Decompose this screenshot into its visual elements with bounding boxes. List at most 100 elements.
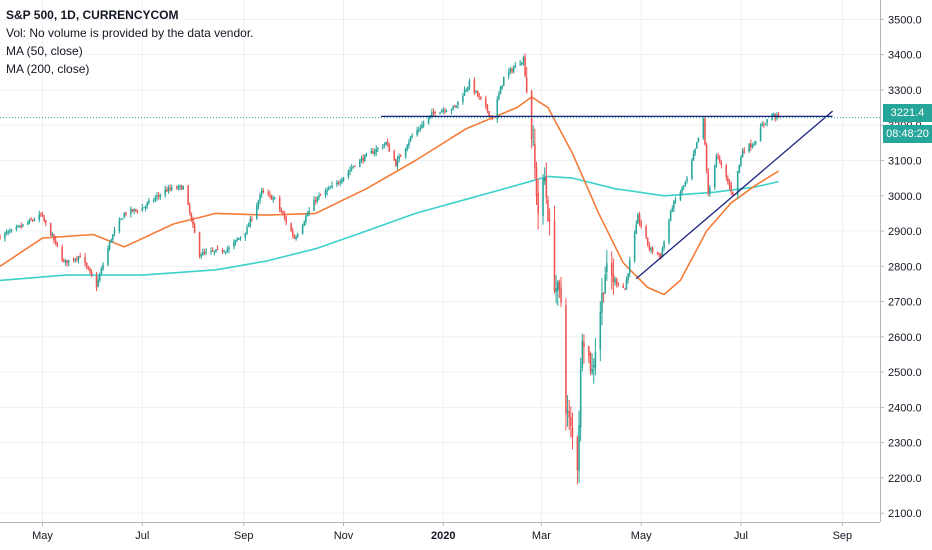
candle-body — [393, 151, 395, 161]
candle-body — [718, 157, 721, 162]
candle-body — [203, 252, 206, 254]
candle-body — [409, 136, 412, 142]
bar-countdown-tag: 08:48:20 — [883, 125, 932, 143]
candle-body — [144, 206, 147, 208]
candle-body — [5, 232, 8, 234]
candle-body — [486, 105, 489, 112]
time-axis-labels[interactable]: May Jul Sep Nov 2020 Mar May Jul Sep — [32, 522, 852, 542]
candle-body — [565, 305, 567, 415]
candle-body — [40, 214, 42, 216]
candle-body — [64, 260, 67, 262]
candle-body — [136, 210, 139, 212]
ma-50-path — [0, 96, 780, 296]
candle-body — [591, 369, 593, 373]
candle-body — [398, 156, 400, 160]
candle-body — [656, 252, 659, 254]
candle-body — [239, 237, 242, 239]
candle-body — [256, 205, 258, 219]
ma-50-legend[interactable]: MA (50, close) — [6, 44, 83, 58]
symbol-title[interactable]: S&P 500, 1D, CURRENCYCOM — [6, 8, 179, 22]
candle-body — [216, 248, 219, 250]
candle-body — [301, 225, 304, 234]
candle-body — [53, 234, 55, 241]
candle-body — [583, 342, 585, 347]
candle-body — [4, 233, 6, 239]
candle-body — [422, 123, 425, 125]
candle-body — [308, 210, 310, 214]
candle-body — [20, 226, 23, 228]
axes — [0, 0, 881, 523]
candle-body — [579, 369, 582, 428]
candle-body — [347, 171, 350, 178]
candle-body — [614, 279, 616, 283]
candle-body — [532, 140, 535, 143]
candle-body — [247, 225, 250, 227]
candle-body — [257, 200, 260, 207]
candle-body — [51, 234, 54, 237]
candle-body — [233, 242, 235, 247]
candle-body — [475, 90, 477, 93]
candle-body — [542, 178, 544, 217]
candle-body — [772, 113, 775, 116]
candle-body — [370, 151, 373, 154]
candle-body — [226, 249, 229, 252]
candle-body — [399, 155, 402, 157]
candle-body — [743, 150, 746, 152]
candle-body — [640, 222, 642, 227]
candle-body — [202, 252, 204, 256]
candle-body — [283, 214, 286, 219]
candle-body — [260, 190, 263, 195]
candle-body — [182, 185, 184, 190]
candle-body — [213, 251, 216, 253]
candle-body — [463, 90, 466, 96]
candle-body — [578, 425, 580, 471]
candle-body — [10, 229, 13, 231]
candle-body — [97, 279, 99, 287]
candle-body — [79, 256, 81, 258]
price-tick-label: 3300.0 — [888, 85, 922, 97]
ma-200-legend[interactable]: MA (200, close) — [6, 62, 90, 76]
candle-body — [285, 217, 288, 223]
candle-body — [157, 195, 160, 197]
candle-body — [625, 279, 628, 290]
candle-body — [556, 282, 559, 291]
candle-body — [560, 287, 562, 303]
candle-body — [205, 251, 207, 254]
time-tick-label: Jul — [734, 530, 748, 542]
candle-body — [130, 209, 132, 215]
candle-body — [684, 182, 687, 186]
candle-body — [416, 130, 418, 135]
time-tick-label: Sep — [234, 530, 254, 542]
candle-body — [141, 207, 144, 212]
candle-body — [249, 218, 252, 227]
candle-body — [519, 63, 521, 65]
candle-body — [512, 67, 515, 72]
candle-body — [118, 220, 121, 232]
candle-body — [381, 146, 384, 149]
candle-body — [121, 218, 124, 220]
candle-body — [262, 190, 265, 193]
price-tick-label: 2500.0 — [888, 367, 922, 379]
candle-body — [77, 256, 80, 261]
candle-body — [215, 249, 217, 252]
candle-body — [360, 158, 363, 161]
candle-body — [571, 427, 574, 437]
rising-trendline[interactable] — [635, 110, 833, 280]
candle-body — [507, 71, 510, 77]
candle-body — [535, 167, 538, 197]
candle-body — [503, 76, 505, 86]
candle-body — [754, 141, 757, 145]
candle-body — [292, 231, 294, 236]
candle-body — [89, 268, 91, 272]
drawings[interactable] — [381, 110, 833, 280]
candle-body — [714, 165, 716, 187]
candle-body — [408, 141, 410, 146]
candle-body — [462, 95, 464, 103]
candle-body — [154, 197, 157, 200]
candle-body — [404, 148, 407, 157]
candle-body — [326, 189, 328, 192]
candle-body — [610, 263, 613, 276]
price-axis-labels[interactable]: 3500.03400.03300.03200.03100.03000.02900… — [880, 14, 922, 520]
